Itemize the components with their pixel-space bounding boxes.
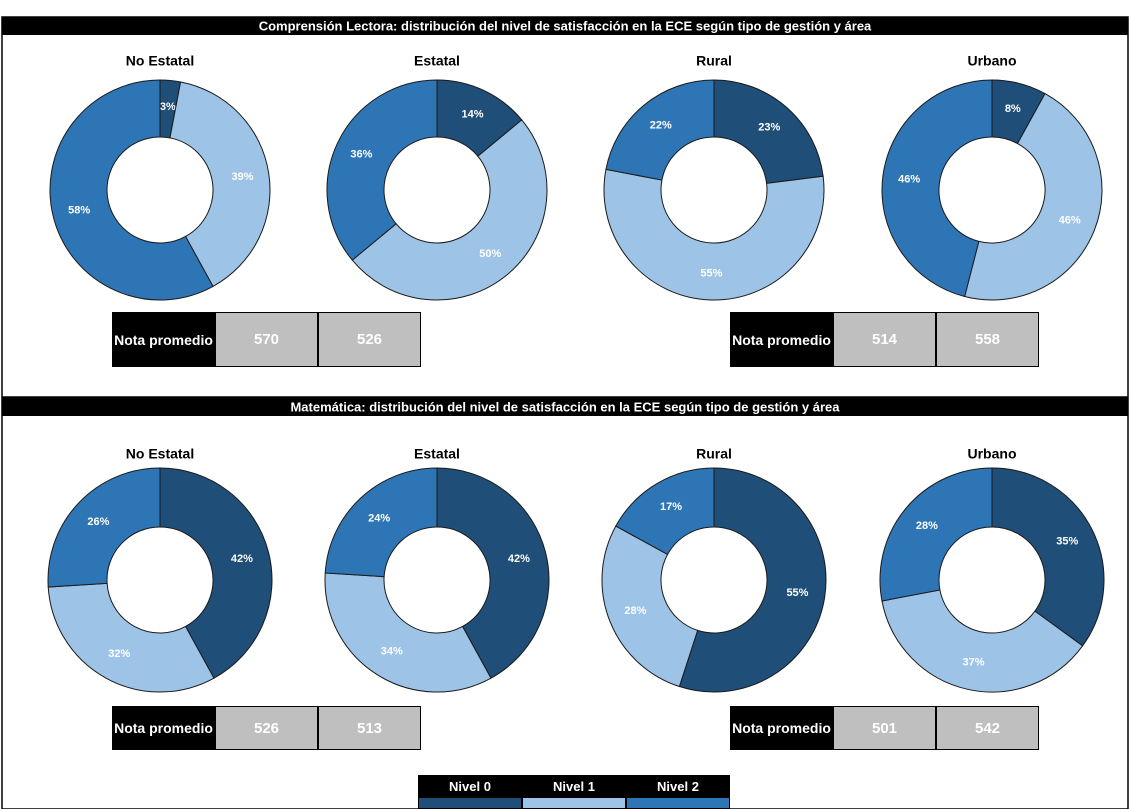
data-label: 35% — [1056, 536, 1078, 548]
donut-title: Estatal — [414, 53, 460, 69]
data-label: 32% — [108, 648, 130, 660]
data-label: 14% — [462, 108, 484, 120]
donut-slice — [324, 572, 492, 693]
donut-title: No Estatal — [126, 446, 194, 462]
panel-title-bar — [2, 398, 1128, 416]
data-label: 24% — [368, 512, 390, 524]
donut-title: Urbano — [968, 446, 1017, 462]
donut-slice — [713, 79, 824, 184]
donut-slice — [605, 79, 715, 181]
data-label: 50% — [479, 248, 501, 260]
panel-title: Comprensión Lectora: distribución del ni… — [259, 18, 872, 33]
donut-slice — [351, 119, 548, 301]
data-label: 55% — [786, 587, 808, 599]
donut-slice — [169, 81, 271, 288]
data-label: 34% — [381, 645, 403, 657]
donut-slice — [615, 467, 715, 556]
legend-label: Nivel 0 — [418, 775, 522, 797]
data-label: 42% — [508, 553, 530, 565]
table-value: 513 — [318, 706, 421, 750]
table-value: 558 — [936, 312, 1039, 367]
donut-title: Estatal — [414, 446, 460, 462]
data-label: 39% — [231, 171, 253, 183]
table-value: 542 — [936, 706, 1039, 750]
donut-title: Rural — [696, 446, 732, 462]
data-label: 22% — [650, 120, 672, 132]
donut-title: Urbano — [968, 53, 1017, 69]
donut-slice — [159, 467, 273, 679]
table-label: Nota promedio — [730, 312, 833, 367]
data-label: 58% — [68, 205, 90, 217]
data-label: 46% — [898, 173, 920, 185]
data-label: 3% — [160, 101, 176, 113]
data-label: 8% — [1005, 103, 1021, 115]
legend-swatch — [418, 797, 522, 809]
legend-label: Nivel 1 — [522, 775, 626, 797]
data-label: 42% — [231, 553, 253, 565]
donut-slice — [991, 467, 1105, 647]
data-label: 55% — [700, 267, 722, 279]
legend-swatch — [626, 797, 730, 809]
panel-title: Matemática: distribución del nivel de sa… — [290, 399, 840, 414]
donut-slice — [879, 467, 993, 602]
donut-slice — [49, 79, 214, 301]
data-label: 23% — [758, 121, 780, 133]
donut-slice — [678, 467, 827, 693]
table-label: Nota promedio — [112, 312, 215, 367]
donut-slice — [601, 525, 699, 688]
table-label: Nota promedio — [112, 706, 215, 750]
data-label: 17% — [660, 501, 682, 513]
legend-swatch — [522, 797, 626, 809]
data-label: 46% — [1059, 215, 1081, 227]
table-value: 514 — [833, 312, 936, 367]
data-label: 26% — [87, 516, 109, 528]
data-label: 36% — [350, 148, 372, 160]
donut-slice — [881, 589, 1084, 693]
panel-title-bar — [2, 17, 1128, 35]
donut-title: Rural — [696, 53, 732, 69]
table-value: 526 — [215, 706, 318, 750]
legend-label: Nivel 2 — [626, 775, 730, 797]
data-label: 37% — [963, 656, 985, 668]
donut-slice — [326, 79, 438, 261]
donut-slice — [881, 79, 993, 298]
table-value: 526 — [318, 312, 421, 367]
donut-slice — [964, 92, 1103, 301]
data-label: 28% — [624, 605, 646, 617]
donut-slice — [47, 467, 161, 588]
donut-slice — [436, 467, 550, 679]
table-value: 570 — [215, 312, 318, 367]
donut-title: No Estatal — [126, 53, 194, 69]
donut-slice — [47, 582, 215, 693]
data-label: 28% — [916, 520, 938, 532]
table-label: Nota promedio — [730, 706, 833, 750]
table-value: 501 — [833, 706, 936, 750]
donut-slice — [603, 168, 825, 301]
donut-slice — [324, 467, 438, 578]
